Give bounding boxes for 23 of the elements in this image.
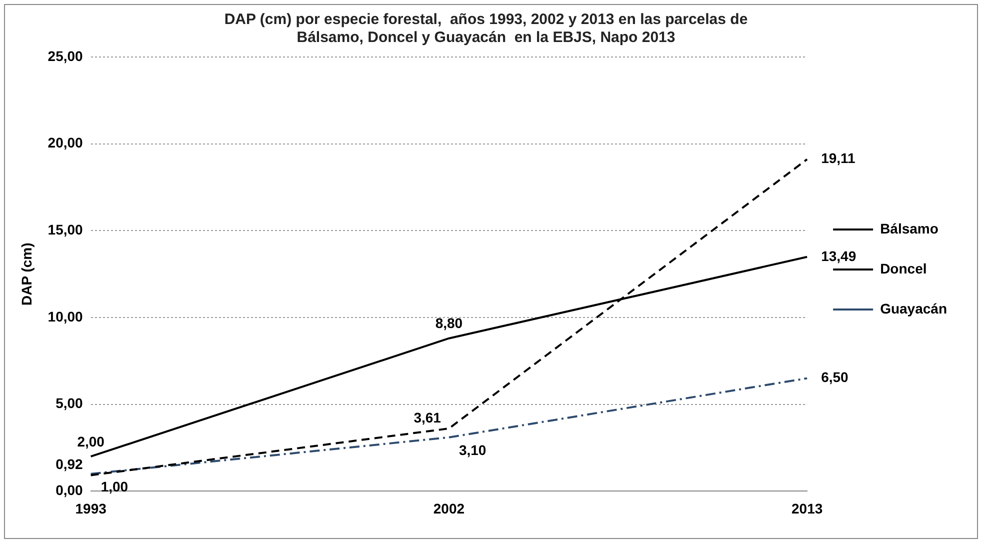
y-tick-label: 25,00 — [48, 48, 84, 64]
data-label: 3,61 — [414, 409, 442, 426]
y-tick-label: 15,00 — [48, 222, 84, 238]
y-axis-title: DAP (cm) — [18, 242, 34, 306]
data-label: 2,00 — [77, 433, 105, 450]
legend-label: Guayacán — [880, 300, 948, 316]
y-tick-label: 20,00 — [48, 134, 84, 151]
data-label: 3,10 — [458, 442, 486, 458]
legend-label: Doncel — [880, 260, 927, 276]
chart-title: DAP (cm) por especie forestal, años 1993, 2002 y 2013 en las parcelas de Bálsamo, Doncel y Guayacán en la EBJS, Napo 2013 — [224, 11, 748, 46]
data-label: 13,49 — [821, 248, 856, 264]
y-tick-label: 0,00 — [56, 482, 84, 498]
data-label: 8,80 — [435, 315, 463, 332]
x-tick-label: 2002 — [433, 500, 465, 516]
data-label: 0,92 — [56, 456, 84, 472]
legend-label: Bálsamo — [880, 220, 938, 236]
x-tick-label: 2013 — [792, 500, 823, 516]
data-label: 19,11 — [821, 150, 856, 166]
data-label: 6,50 — [821, 369, 849, 386]
y-tick-label: 10,00 — [48, 308, 84, 324]
x-tick-label: 1993 — [75, 500, 107, 516]
y-tick-label: 5,00 — [56, 395, 84, 412]
data-label: 1,00 — [100, 478, 128, 495]
